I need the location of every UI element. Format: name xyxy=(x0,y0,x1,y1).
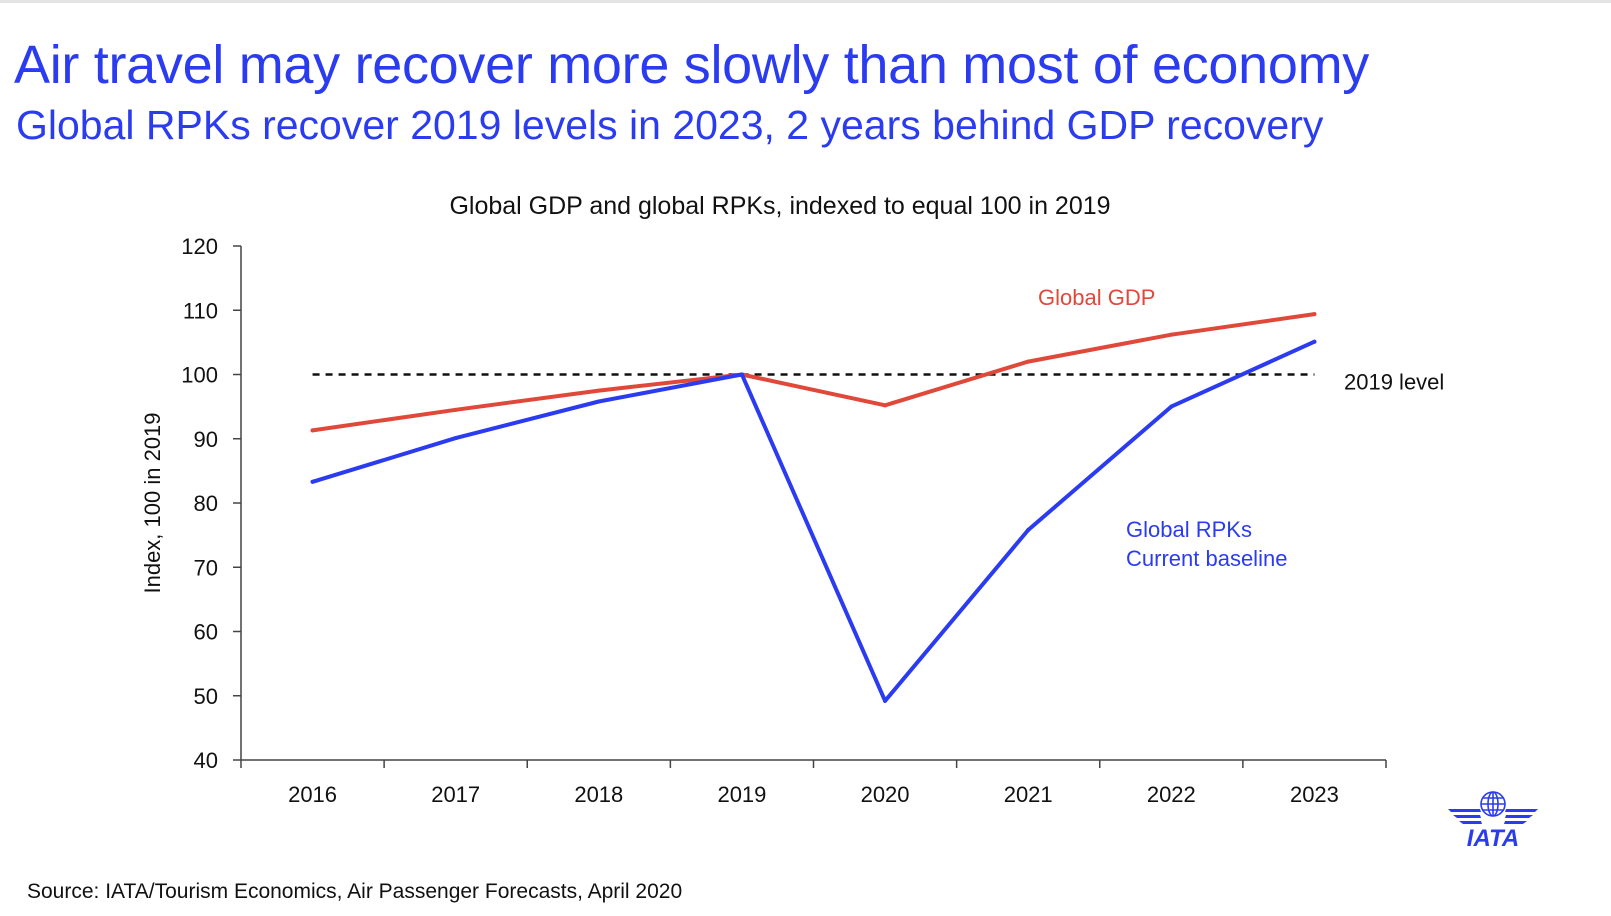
y-tick-label: 80 xyxy=(194,491,218,516)
top-rule xyxy=(0,0,1611,3)
chart-title: Global GDP and global RPKs, indexed to e… xyxy=(449,192,1111,220)
series-label-global-rpks: Global RPKs Current baseline xyxy=(1126,517,1287,571)
y-tick-label: 90 xyxy=(194,427,218,452)
wings-icon xyxy=(1448,809,1538,824)
source-note: Source: IATA/Tourism Economics, Air Pass… xyxy=(27,880,683,903)
data-point xyxy=(453,436,458,441)
y-tick-label: 60 xyxy=(194,620,218,645)
slide-title: Air travel may recover more slowly than … xyxy=(14,35,1369,95)
y-axis-label: Index, 100 in 2019 xyxy=(140,412,165,593)
reference-line-label: 2019 level xyxy=(1344,370,1444,395)
globe-icon xyxy=(1480,791,1506,817)
x-tick-label: 2023 xyxy=(1290,782,1339,807)
data-point xyxy=(1026,359,1031,364)
data-point xyxy=(596,399,601,404)
slide-subtitle: Global RPKs recover 2019 levels in 2023,… xyxy=(16,102,1324,148)
series-label-line: Global RPKs xyxy=(1126,517,1252,542)
x-tick-label: 2017 xyxy=(431,782,480,807)
iata-logo: IATA xyxy=(1448,791,1538,850)
series-label-line: Current baseline xyxy=(1126,546,1287,571)
data-point xyxy=(883,403,888,408)
data-point xyxy=(1312,312,1317,317)
x-tick-label: 2022 xyxy=(1147,782,1196,807)
x-tick-label: 2021 xyxy=(1004,782,1053,807)
data-point xyxy=(1169,332,1174,337)
x-tick-label: 2020 xyxy=(861,782,910,807)
y-tick-label: 120 xyxy=(181,234,218,259)
y-tick-label: 100 xyxy=(181,363,218,388)
data-point xyxy=(596,388,601,393)
y-tick-label: 70 xyxy=(194,555,218,580)
y-tick-label: 50 xyxy=(194,684,218,709)
data-point xyxy=(1026,527,1031,532)
y-tick-label: 40 xyxy=(194,748,218,773)
series-line-global-gdp xyxy=(310,312,1317,433)
data-point xyxy=(310,428,315,433)
data-point xyxy=(1169,404,1174,409)
x-tick-label: 2016 xyxy=(288,782,337,807)
iata-wordmark: IATA xyxy=(1467,825,1519,850)
data-point xyxy=(310,479,315,484)
x-tick-label: 2018 xyxy=(574,782,623,807)
x-tick-label: 2019 xyxy=(717,782,766,807)
data-point xyxy=(883,698,888,703)
data-point xyxy=(1312,339,1317,344)
data-point xyxy=(739,372,744,377)
series-line-global-rpks xyxy=(310,339,1317,703)
series-label-global-gdp: Global GDP xyxy=(1038,285,1155,310)
y-tick-label: 110 xyxy=(183,298,218,323)
data-point xyxy=(453,407,458,412)
